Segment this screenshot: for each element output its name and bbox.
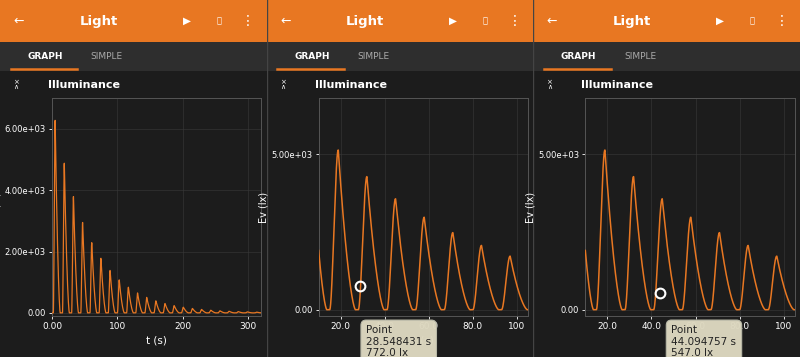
Text: Illuminance: Illuminance: [582, 80, 654, 90]
Text: ×
∧: × ∧: [546, 79, 552, 90]
Y-axis label: Ev (lx): Ev (lx): [525, 191, 535, 223]
Text: ⬛: ⬛: [216, 16, 221, 26]
Text: ⋮: ⋮: [241, 14, 255, 28]
Y-axis label: Ev (lx): Ev (lx): [0, 191, 2, 223]
X-axis label: t (s): t (s): [679, 335, 701, 345]
Text: Illuminance: Illuminance: [48, 80, 120, 90]
Text: ▶: ▶: [182, 16, 190, 26]
X-axis label: t (s): t (s): [146, 335, 167, 345]
Text: Point
44.094757 s
547.0 lx: Point 44.094757 s 547.0 lx: [671, 325, 737, 357]
Text: ←: ←: [14, 15, 24, 27]
Text: ▶: ▶: [450, 16, 458, 26]
Text: ×
∧: × ∧: [13, 79, 19, 90]
Text: Light: Light: [346, 15, 385, 27]
Text: ⋮: ⋮: [508, 14, 522, 28]
Text: Point
28.548431 s
772.0 lx: Point 28.548431 s 772.0 lx: [366, 325, 431, 357]
Text: Illuminance: Illuminance: [314, 80, 386, 90]
Bar: [266, 0, 534, 42]
Bar: [534, 42, 800, 71]
Text: ▶: ▶: [716, 16, 724, 26]
Text: ⬛: ⬛: [750, 16, 754, 26]
Text: GRAPH: GRAPH: [27, 52, 63, 61]
Bar: [0, 0, 266, 42]
Text: ⬛: ⬛: [483, 16, 488, 26]
Text: SIMPLE: SIMPLE: [624, 52, 656, 61]
Bar: [266, 42, 534, 71]
Text: Light: Light: [613, 15, 651, 27]
Text: ×
∧: × ∧: [280, 79, 286, 90]
Text: ⋮: ⋮: [774, 14, 788, 28]
X-axis label: t (s): t (s): [413, 335, 434, 345]
Text: SIMPLE: SIMPLE: [90, 52, 122, 61]
Y-axis label: Ev (lx): Ev (lx): [258, 191, 269, 223]
Bar: [0, 42, 266, 71]
Text: GRAPH: GRAPH: [561, 52, 597, 61]
Text: Light: Light: [79, 15, 118, 27]
Bar: [534, 0, 800, 42]
Text: SIMPLE: SIMPLE: [358, 52, 390, 61]
Text: ←: ←: [280, 15, 290, 27]
Text: GRAPH: GRAPH: [294, 52, 330, 61]
Text: ←: ←: [546, 15, 558, 27]
